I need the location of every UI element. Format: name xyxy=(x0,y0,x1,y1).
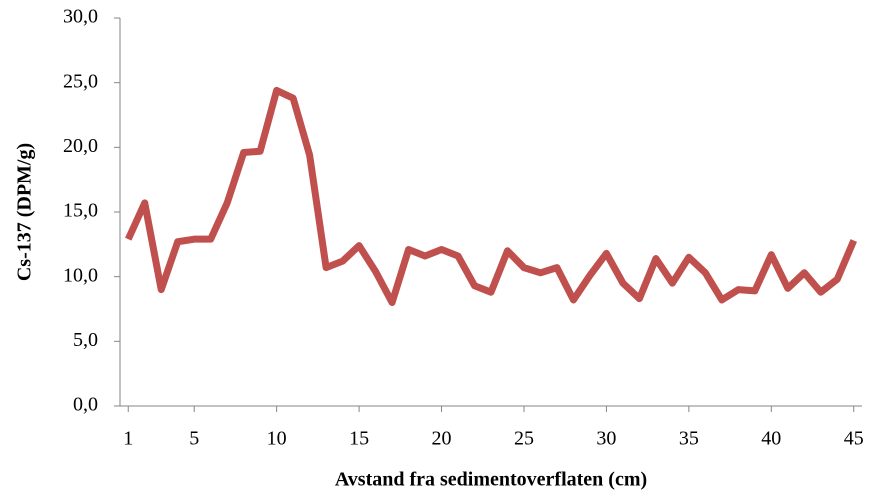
y-tick-label: 20,0 xyxy=(63,135,98,157)
x-tick-label: 10 xyxy=(267,428,287,450)
x-tick-label: 40 xyxy=(761,428,781,450)
x-tick-label: 15 xyxy=(349,428,369,450)
y-tick-label: 5,0 xyxy=(73,329,98,351)
x-tick-label: 20 xyxy=(432,428,452,450)
x-tick-label: 30 xyxy=(596,428,616,450)
x-tick-label: 25 xyxy=(514,428,534,450)
y-tick-label: 10,0 xyxy=(63,264,98,286)
x-tick-label: 1 xyxy=(123,428,133,450)
y-axis-title: Cs-137 (DPM/g) xyxy=(14,143,36,281)
y-tick-label: 25,0 xyxy=(63,70,98,92)
y-tick-label: 30,0 xyxy=(63,6,98,28)
y-tick-label: 0,0 xyxy=(73,394,98,416)
y-tick-label: 15,0 xyxy=(63,200,98,222)
x-tick-label: 5 xyxy=(189,428,199,450)
x-axis-title: Avstand fra sedimentoverflaten (cm) xyxy=(335,469,647,491)
x-tick-label: 45 xyxy=(844,428,864,450)
data-line xyxy=(125,86,857,307)
x-tick-label: 35 xyxy=(679,428,699,450)
